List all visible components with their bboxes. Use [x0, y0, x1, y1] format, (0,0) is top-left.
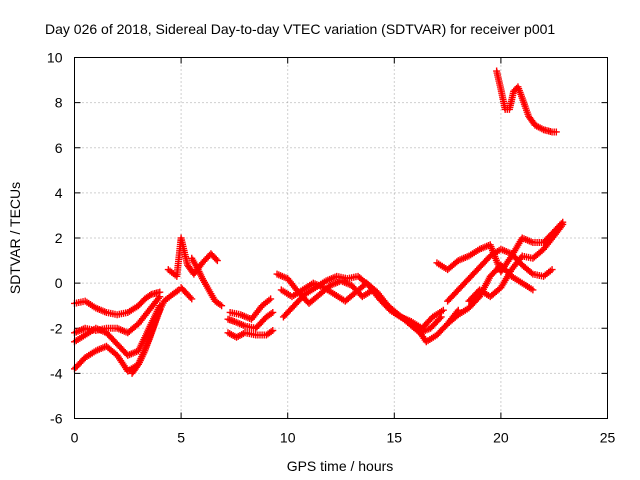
x-tick-label: 0 — [71, 430, 79, 446]
y-tick-label: -2 — [50, 320, 63, 336]
grid-lines — [74, 57, 608, 419]
data-point — [212, 255, 220, 263]
data-point — [552, 128, 560, 136]
data-point — [529, 286, 537, 294]
y-tick-label: 4 — [55, 185, 63, 201]
data-point — [558, 222, 566, 230]
chart-title: Day 026 of 2018, Sidereal Day-to-day VTE… — [45, 21, 555, 37]
data-point — [216, 301, 224, 309]
series-trace-5 — [128, 286, 183, 377]
data-point — [267, 295, 275, 303]
data-point — [188, 295, 196, 303]
y-tick-label: 10 — [47, 50, 63, 66]
data-point — [267, 310, 275, 318]
data-point — [269, 308, 277, 316]
y-tick-label: -4 — [50, 365, 63, 381]
series-trace-1 — [71, 288, 164, 319]
data-point — [267, 328, 275, 336]
series-trace-17 — [433, 218, 567, 276]
data-point — [548, 266, 556, 274]
x-tick-label: 25 — [600, 430, 616, 446]
series-trace-11 — [226, 295, 275, 323]
data-point — [218, 302, 226, 310]
plot-frame — [74, 57, 608, 419]
y-tick-label: 6 — [55, 140, 63, 156]
series-trace-18 — [465, 220, 567, 305]
x-tick-label: 20 — [493, 430, 509, 446]
series-trace-14 — [279, 272, 447, 332]
data-point — [559, 220, 567, 228]
y-tick-label: 2 — [55, 230, 63, 246]
data-points — [71, 67, 567, 377]
y-axis-label: SDTVAR / TECUs — [7, 182, 23, 294]
y-tick-label: -6 — [50, 411, 63, 427]
axis-ticks: 0 5 10 15 20 25 -6 -4 -2 0 2 4 6 8 10 — [47, 50, 616, 446]
series-trace-8 — [177, 284, 196, 303]
y-tick-label: 8 — [55, 95, 63, 111]
data-point — [213, 257, 221, 265]
y-tick-label: 0 — [55, 275, 63, 291]
data-point — [156, 293, 164, 301]
x-tick-label: 15 — [387, 430, 403, 446]
data-point — [269, 327, 277, 335]
data-point — [173, 287, 181, 295]
data-point — [146, 292, 154, 300]
x-tick-label: 5 — [177, 430, 185, 446]
data-point — [186, 293, 194, 301]
series-trace-19 — [493, 67, 560, 136]
x-axis-label: GPS time / hours — [287, 458, 394, 474]
data-point — [436, 314, 444, 322]
series-trace-9 — [224, 308, 277, 332]
series-trace-2 — [71, 293, 164, 337]
series-trace-10 — [224, 327, 277, 341]
x-tick-label: 10 — [280, 430, 296, 446]
data-point — [439, 306, 447, 314]
series-trace-7 — [188, 254, 226, 310]
data-point — [527, 269, 535, 277]
